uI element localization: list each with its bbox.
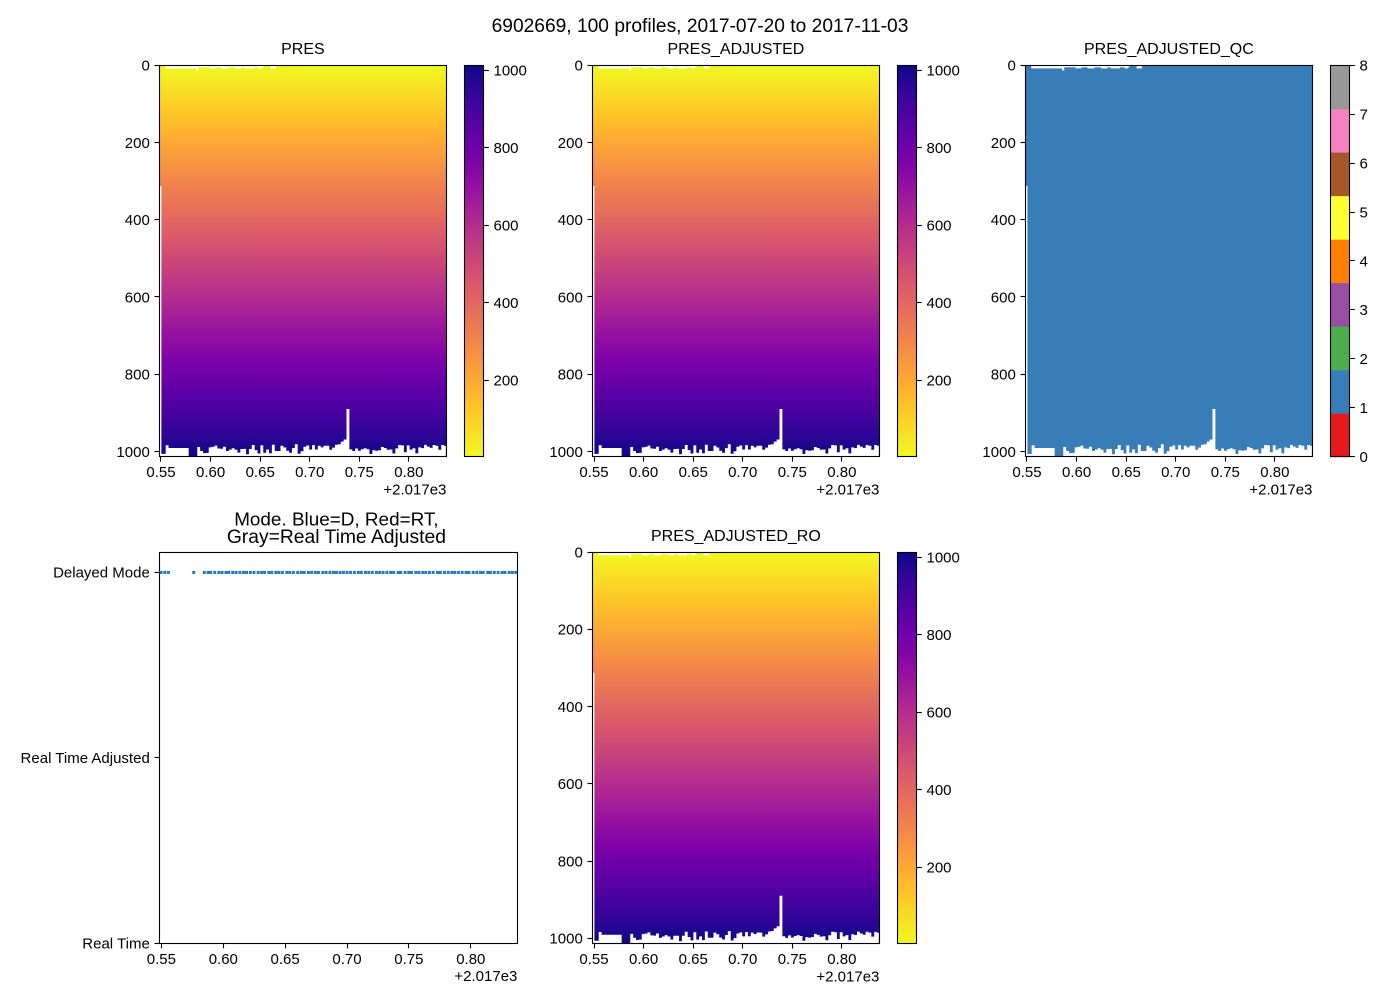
svg-text:Real Time: Real Time — [82, 936, 150, 953]
svg-text:0.80: 0.80 — [1260, 464, 1289, 481]
svg-text:0.80: 0.80 — [827, 464, 856, 481]
svg-text:5: 5 — [1360, 204, 1368, 221]
svg-text:0.55: 0.55 — [1012, 464, 1041, 481]
svg-text:0.65: 0.65 — [679, 464, 708, 481]
svg-text:0.55: 0.55 — [146, 464, 175, 481]
svg-text:0.55: 0.55 — [579, 464, 608, 481]
svg-text:3: 3 — [1360, 302, 1368, 319]
svg-text:400: 400 — [927, 295, 952, 312]
svg-text:400: 400 — [494, 295, 519, 312]
svg-text:PRES: PRES — [281, 41, 325, 58]
svg-text:1000: 1000 — [116, 444, 149, 461]
svg-text:0.60: 0.60 — [629, 951, 658, 968]
svg-text:800: 800 — [991, 367, 1016, 384]
svg-text:8: 8 — [1360, 58, 1368, 75]
svg-text:800: 800 — [927, 140, 952, 157]
svg-text:200: 200 — [927, 859, 952, 876]
svg-text:0: 0 — [574, 58, 582, 75]
svg-text:0.65: 0.65 — [679, 951, 708, 968]
svg-text:0.80: 0.80 — [456, 951, 485, 968]
svg-text:Real Time Adjusted: Real Time Adjusted — [21, 750, 150, 767]
svg-text:1000: 1000 — [494, 63, 527, 80]
svg-text:400: 400 — [558, 699, 583, 716]
svg-text:200: 200 — [558, 135, 583, 152]
svg-text:+2.017e3: +2.017e3 — [816, 482, 879, 499]
svg-text:400: 400 — [558, 212, 583, 229]
svg-text:600: 600 — [927, 704, 952, 721]
svg-text:1000: 1000 — [927, 550, 960, 567]
svg-text:0.75: 0.75 — [778, 951, 807, 968]
svg-text:600: 600 — [558, 776, 583, 793]
svg-text:800: 800 — [494, 140, 519, 157]
svg-text:0.75: 0.75 — [778, 464, 807, 481]
svg-text:0: 0 — [141, 58, 149, 75]
svg-text:+2.017e3: +2.017e3 — [1249, 482, 1312, 499]
svg-text:0.75: 0.75 — [1211, 464, 1240, 481]
svg-text:PRES_ADJUSTED_QC: PRES_ADJUSTED_QC — [1084, 41, 1254, 58]
svg-text:600: 600 — [125, 289, 150, 306]
svg-text:0.70: 0.70 — [728, 951, 757, 968]
svg-text:0.70: 0.70 — [295, 464, 324, 481]
svg-text:1000: 1000 — [549, 931, 582, 948]
svg-text:400: 400 — [125, 212, 150, 229]
svg-text:600: 600 — [991, 289, 1016, 306]
svg-text:+2.017e3: +2.017e3 — [816, 968, 879, 985]
svg-text:Delayed Mode: Delayed Mode — [53, 565, 150, 582]
svg-text:800: 800 — [558, 367, 583, 384]
svg-text:0.70: 0.70 — [332, 951, 361, 968]
svg-text:200: 200 — [991, 135, 1016, 152]
svg-text:1: 1 — [1360, 400, 1368, 417]
svg-text:0: 0 — [574, 544, 582, 561]
svg-text:0.60: 0.60 — [196, 464, 225, 481]
svg-text:0.75: 0.75 — [394, 951, 423, 968]
svg-text:200: 200 — [927, 373, 952, 390]
svg-text:600: 600 — [927, 218, 952, 235]
svg-text:0.80: 0.80 — [827, 951, 856, 968]
svg-text:0.55: 0.55 — [579, 951, 608, 968]
svg-text:0: 0 — [1007, 58, 1015, 75]
svg-text:0.55: 0.55 — [147, 951, 176, 968]
svg-text:+2.017e3: +2.017e3 — [454, 968, 517, 985]
svg-text:Gray=Real Time Adjusted: Gray=Real Time Adjusted — [227, 527, 446, 548]
svg-text:0.65: 0.65 — [270, 951, 299, 968]
svg-text:0.60: 0.60 — [1062, 464, 1091, 481]
svg-text:800: 800 — [125, 367, 150, 384]
svg-text:+2.017e3: +2.017e3 — [383, 482, 446, 499]
svg-text:7: 7 — [1360, 106, 1368, 123]
svg-text:200: 200 — [558, 622, 583, 639]
svg-text:200: 200 — [494, 373, 519, 390]
svg-text:6: 6 — [1360, 155, 1368, 172]
svg-text:6902669, 100 profiles, 2017-07: 6902669, 100 profiles, 2017-07-20 to 201… — [492, 16, 909, 37]
svg-text:PRES_ADJUSTED: PRES_ADJUSTED — [667, 41, 804, 58]
svg-text:0.60: 0.60 — [209, 951, 238, 968]
svg-text:1000: 1000 — [982, 444, 1015, 461]
svg-text:2: 2 — [1360, 351, 1368, 368]
svg-text:0.80: 0.80 — [394, 464, 423, 481]
svg-text:4: 4 — [1360, 253, 1368, 270]
svg-text:0.60: 0.60 — [629, 464, 658, 481]
svg-text:0.70: 0.70 — [728, 464, 757, 481]
svg-text:200: 200 — [125, 135, 150, 152]
svg-text:600: 600 — [494, 218, 519, 235]
svg-text:800: 800 — [558, 853, 583, 870]
svg-text:PRES_ADJUSTED_RO: PRES_ADJUSTED_RO — [651, 528, 821, 545]
svg-text:800: 800 — [927, 627, 952, 644]
svg-text:Mode. Blue=D, Red=RT,: Mode. Blue=D, Red=RT, — [234, 510, 438, 531]
svg-text:1000: 1000 — [549, 444, 582, 461]
svg-text:0.65: 0.65 — [246, 464, 275, 481]
svg-text:0.75: 0.75 — [345, 464, 374, 481]
svg-text:0.65: 0.65 — [1112, 464, 1141, 481]
svg-text:600: 600 — [558, 289, 583, 306]
svg-text:400: 400 — [991, 212, 1016, 229]
svg-text:400: 400 — [927, 782, 952, 799]
svg-text:0.70: 0.70 — [1161, 464, 1190, 481]
svg-text:1000: 1000 — [927, 63, 960, 80]
svg-text:0: 0 — [1360, 449, 1368, 466]
